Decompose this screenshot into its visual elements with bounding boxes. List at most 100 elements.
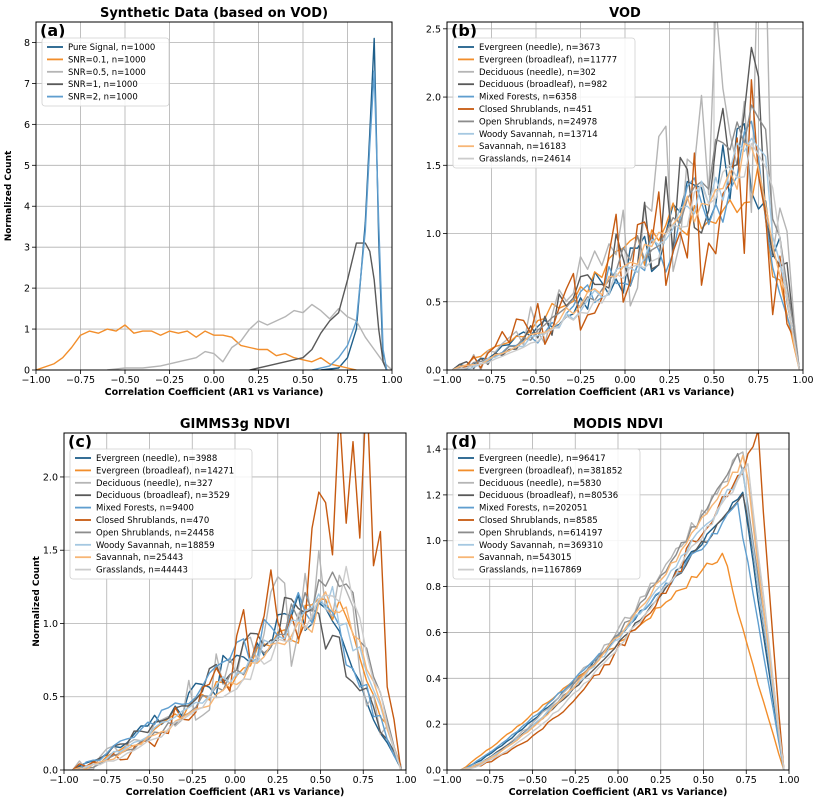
legend-entry: Open Shrublands, n=24458: [96, 528, 214, 538]
series-line: [72, 591, 402, 770]
x-tick-label: 0.00: [203, 375, 224, 386]
series-line: [460, 552, 785, 770]
legend-box: [452, 448, 641, 580]
y-tick-label: 0.2: [426, 720, 441, 731]
legend-entry: Evergreen (needle), n=3988: [96, 454, 217, 464]
series-group: [460, 433, 785, 770]
legend-box: [452, 37, 636, 169]
series-line: [72, 433, 402, 770]
y-tick-label: 1.5: [426, 161, 441, 172]
legend-entry: SNR=2, n=1000: [68, 93, 138, 103]
y-tick-label: 1.0: [43, 619, 58, 630]
legend-entry: Deciduous (broadleaf), n=3529: [96, 491, 230, 501]
y-tick-label: 0.6: [426, 628, 441, 639]
legend-entry: Grasslands, n=1167869: [479, 566, 582, 576]
y-tick-label: 0: [24, 366, 30, 377]
legend-entry: Evergreen (broadleaf), n=11777: [479, 55, 617, 65]
series-line: [72, 585, 402, 770]
y-tick-label: 2.5: [426, 24, 441, 35]
legend: Pure Signal, n=1000 SNR=0.1, n=1000 SNR=0.…: [41, 37, 170, 107]
legend-entry: Grasslands, n=24614: [479, 155, 571, 165]
x-tick-label: −0.50: [135, 775, 164, 786]
x-tick-label: −0.50: [521, 375, 550, 386]
legend-entry: Grasslands, n=44443: [96, 566, 188, 576]
x-tick-label: 1.00: [395, 775, 416, 786]
panel-letter: (d): [451, 432, 477, 451]
legend-entry: Woody Savannah, n=13714: [479, 130, 598, 140]
series-line: [452, 79, 801, 370]
series-line: [460, 433, 785, 770]
series-line: [72, 596, 402, 770]
y-tick-label: 1.4: [426, 445, 441, 456]
legend-entry: Deciduous (needle), n=302: [479, 68, 596, 78]
legend-entry: Woody Savannah, n=369310: [479, 541, 603, 551]
series-line: [72, 550, 402, 770]
legend-entry: Closed Shrublands, n=8585: [479, 516, 598, 526]
legend-entry: Evergreen (needle), n=3673: [479, 43, 600, 53]
x-tick-label: 0.25: [248, 375, 269, 386]
legend-entry: Mixed Forests, n=6358: [479, 93, 577, 103]
x-axis-label: Correlation Coefficient (AR1 vs Variance…: [509, 787, 728, 798]
series-line: [452, 104, 801, 370]
x-tick-label: 0.50: [310, 775, 331, 786]
y-tick-label: 0.0: [426, 366, 441, 377]
y-tick-label: 0.0: [43, 766, 58, 777]
x-tick-label: −0.50: [110, 375, 139, 386]
panel-letter: (a): [40, 21, 65, 40]
legend-entry: Savannah, n=25443: [96, 553, 183, 563]
series-line: [452, 142, 801, 370]
x-tick-label: 0.25: [650, 775, 671, 786]
x-axis-label: Correlation Coefficient (AR1 vs Variance…: [126, 787, 345, 798]
y-tick-label: 0.5: [426, 297, 441, 308]
legend-entry: Deciduous (needle), n=327: [96, 479, 213, 489]
y-tick-label: 1.5: [43, 546, 58, 557]
series-line: [249, 242, 388, 370]
legend-entry: Evergreen (needle), n=96417: [479, 454, 606, 464]
series-line: [452, 162, 801, 370]
legend: Evergreen (needle), n=96417 Evergreen (br…: [452, 448, 641, 580]
y-axis-label: Normalized Count: [32, 556, 42, 647]
x-tick-label: −0.75: [66, 375, 95, 386]
legend: Evergreen (needle), n=3988 Evergreen (bro…: [69, 448, 253, 580]
panel-3: −1.00 −0.75 −0.50 −0.25 0.00 0.25 0.50 0.75 1.00…: [426, 417, 800, 798]
y-tick-label: 3: [24, 243, 30, 254]
legend-entry: Mixed Forests, n=9400: [96, 504, 194, 514]
legend-entry: Evergreen (broadleaf), n=381852: [479, 466, 623, 476]
x-tick-label: 0.00: [224, 775, 245, 786]
series-group: [72, 433, 402, 770]
panel-1: −1.00 −0.75 −0.50 −0.25 0.00 0.25 0.50 0.75 1.00…: [426, 6, 814, 398]
x-tick-label: −1.00: [21, 375, 50, 386]
legend-entry: Evergreen (broadleaf), n=14271: [96, 466, 234, 476]
panel-title: Synthetic Data (based on VOD): [100, 6, 328, 21]
panel-2: −1.00 −0.75 −0.50 −0.25 0.00 0.25 0.50 0.75 1.00…: [32, 417, 417, 798]
legend: Evergreen (needle), n=3673 Evergreen (bro…: [452, 37, 636, 169]
panel-0: −1.00 −0.75 −0.50 −0.25 0.00 0.25 0.50 0.75 1.00…: [4, 6, 403, 398]
x-tick-label: −0.25: [566, 375, 595, 386]
legend-entry: Closed Shrublands, n=470: [96, 516, 209, 526]
panel-title: GIMMS3g NDVI: [180, 417, 290, 432]
legend-entry: Deciduous (broadleaf), n=80536: [479, 491, 618, 501]
series-group: [451, 22, 801, 370]
x-tick-label: 1.00: [792, 375, 813, 386]
y-tick-label: 7: [24, 79, 30, 90]
x-tick-label: 0.75: [353, 775, 374, 786]
legend-entry: SNR=1, n=1000: [68, 80, 138, 90]
legend-entry: Savannah, n=16183: [479, 142, 566, 152]
y-tick-label: 2: [24, 284, 30, 295]
y-tick-label: 5: [24, 161, 30, 172]
x-tick-label: −0.25: [178, 775, 207, 786]
x-tick-label: 0.50: [292, 375, 313, 386]
legend-entry: Open Shrublands, n=24978: [479, 117, 597, 127]
x-tick-label: −0.50: [518, 775, 547, 786]
y-tick-label: 2.0: [426, 93, 441, 104]
y-tick-label: 0.8: [426, 582, 441, 593]
x-tick-label: −0.25: [155, 375, 184, 386]
series-line: [72, 591, 402, 770]
x-tick-label: −0.75: [475, 775, 504, 786]
x-axis-label: Correlation Coefficient (AR1 vs Variance…: [105, 387, 324, 398]
legend-entry: Deciduous (broadleaf), n=982: [479, 80, 607, 90]
legend-entry: Closed Shrublands, n=451: [479, 105, 592, 115]
x-tick-label: 0.50: [693, 775, 714, 786]
legend-box: [41, 37, 170, 107]
